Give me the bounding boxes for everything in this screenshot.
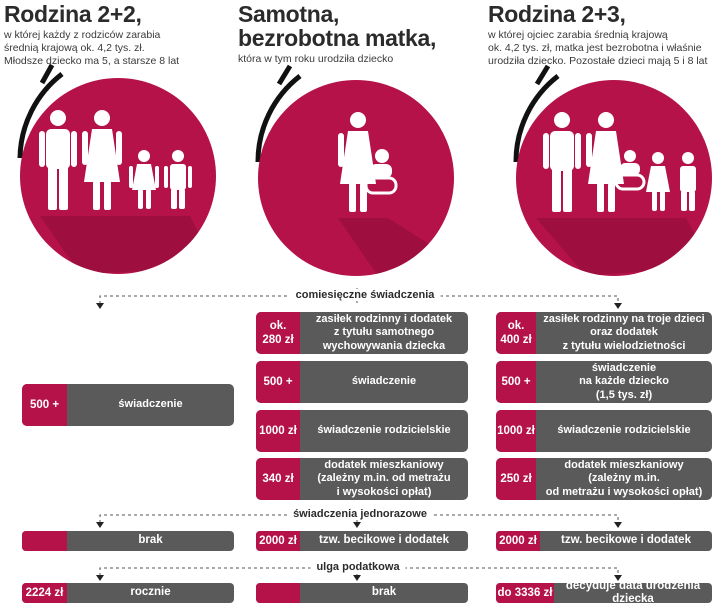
benefit-description: tzw. becikowe i dodatek [561,534,691,547]
benefit-description: brak [138,534,163,547]
description-line: dodatek mieszkaniowy [564,458,684,471]
benefit-row-c3-1000: 1000 zł świadczenie rodzicielskie [496,410,712,452]
benefit-description: zasiłek rodzinny na troje dzieci oraz do… [536,312,712,354]
column-1-subtitle: w której każdy z rodziców zarabia średni… [4,29,240,68]
subtitle-line: średnią krajową ok. 4,2 tys. zł. [4,42,145,54]
column-1-title: Rodzina 2+2, [4,1,142,27]
benefit-row-c2-tax: brak [256,583,468,603]
description-line: zasiłek rodzinny na troje dzieci [543,312,705,325]
title-line: bezrobotna matka, [238,25,437,51]
benefit-description: świadczenie [351,375,417,388]
description-line: (zależny m.in. [588,472,660,485]
benefit-amount: ok. 400 zł [496,312,536,354]
benefit-description: rocznie [130,586,171,599]
column-3-header: Rodzina 2+3, w której ojciec zarabia śre… [488,2,716,68]
description-line: na każde dziecko [579,375,669,388]
benefit-amount: 500 + [496,361,536,403]
benefit-row-c3-250: 250 zł dodatek mieszkaniowy (zależny m.i… [496,458,712,500]
benefit-description: dodatek mieszkaniowy (zależny m.in. od m… [536,458,712,500]
benefit-row-c2-340: 340 zł dodatek mieszkaniowy (zależny m.i… [256,458,468,500]
column-3-subtitle: w której ojciec zarabia średnią krajową … [488,29,716,68]
section-label-tax: ulga podatkowa [310,561,406,573]
benefit-row-c1-tax: 2224 zł rocznie [22,583,234,603]
title-line: Samotna, [238,1,340,27]
benefit-amount: 2000 zł [496,531,540,551]
subtitle-line: w której każdy z rodziców zarabia [4,29,161,41]
benefit-row-c3-400: ok. 400 zł zasiłek rodzinny na troje dzi… [496,312,712,354]
benefit-amount: 340 zł [256,458,300,500]
benefit-amount: 250 zł [496,458,536,500]
benefit-row-c2-onetime: 2000 zł tzw. becikowe i dodatek [256,531,468,551]
benefit-description: świadczenie [118,398,183,411]
description-line: z tytułu wielodzietności [562,339,686,352]
family-circle-3 [516,80,712,276]
description-line: od metrażu i wysokości opłat) [545,485,703,498]
benefit-row-c2-1000: 1000 zł świadczenie rodzicielskie [256,410,468,452]
description-line: i wysokości opłat) [336,485,432,498]
benefit-row-c3-500: 500 + świadczenie na każde dziecko (1,5 … [496,361,712,403]
amount-line: 280 zł [262,334,294,346]
benefit-amount: 2224 zł [22,583,67,603]
description-line: zasiłek rodzinny i dodatek [315,312,453,325]
benefit-description: brak [371,586,397,599]
amount-line: 400 zł [500,334,532,346]
benefit-amount: 500 + [256,361,300,403]
subtitle-line: w której ojciec zarabia średnią krajową [488,29,668,41]
description-line: (1,5 tys. zł) [595,388,653,401]
decorative-arcs [17,63,560,163]
benefit-amount: 1000 zł [496,410,536,452]
benefit-description: świadczenie rodzicielskie [317,424,451,437]
description-line: dodatek mieszkaniowy [324,458,444,471]
family-circle-1 [20,78,216,274]
benefit-row-c3-onetime: 2000 zł tzw. becikowe i dodatek [496,531,712,551]
benefit-row-c3-tax: do 3336 zł decyduje data urodzenia dziec… [496,583,712,603]
description-line: (zależny m.in. od metrażu [317,472,451,485]
section-label-monthly: comiesięczne świadczenia [289,289,441,301]
subtitle-line: ok. 4,2 tys. zł, matka jest bezrobotna i… [488,42,702,54]
benefit-row-c1-onetime: brak [22,531,234,551]
column-1-header: Rodzina 2+2, w której każdy z rodziców z… [4,2,240,68]
benefit-description: świadczenie na każde dziecko (1,5 tys. z… [536,361,712,403]
benefit-amount: 2000 zł [256,531,300,551]
column-2-header: Samotna, bezrobotna matka, która w tym r… [238,2,438,66]
benefit-amount: 500 + [22,384,67,426]
benefit-description: tzw. becikowe i dodatek [319,534,449,547]
benefit-description: dodatek mieszkaniowy (zależny m.in. od m… [300,458,468,500]
benefit-row-c2-500: 500 + świadczenie [256,361,468,403]
benefit-row-c2-280: ok. 280 zł zasiłek rodzinny i dodatek z … [256,312,468,354]
amount-line: ok. [269,320,287,332]
column-3-title: Rodzina 2+3, [488,1,626,27]
column-2-title: Samotna, bezrobotna matka, [238,2,438,50]
subtitle-line: która w tym roku urodziła dziecko [238,53,394,65]
section-label-onetime: świadczenia jednorazowe [287,508,433,520]
benefit-row-c1-500: 500 + świadczenie [22,384,234,426]
benefit-description: zasiłek rodzinny i dodatek z tytułu samo… [300,312,468,354]
description-line: oraz dodatek [590,326,658,339]
benefit-description: decyduje data urodzenia dziecka [565,583,701,603]
benefit-amount [22,531,67,551]
subtitle-line: Młodsze dziecko ma 5, a starsze 8 lat [4,55,180,67]
description-line: wychowywania dziecka [322,339,446,352]
benefit-amount: do 3336 zł [496,583,554,603]
benefit-amount: ok. 280 zł [256,312,300,354]
description-line: z tytułu samotnego [333,326,435,339]
family-two-adults-two-children-icon [39,110,216,274]
amount-line: ok. [507,320,525,332]
benefit-amount [256,583,300,603]
benefit-amount: 1000 zł [256,410,300,452]
description-line: świadczenie [591,361,657,374]
subtitle-line: urodziła dziecko. Pozostałe dzieci mają … [488,55,708,67]
benefit-description: świadczenie rodzicielskie [557,424,691,437]
column-2-subtitle: która w tym roku urodziła dziecko [238,53,438,66]
